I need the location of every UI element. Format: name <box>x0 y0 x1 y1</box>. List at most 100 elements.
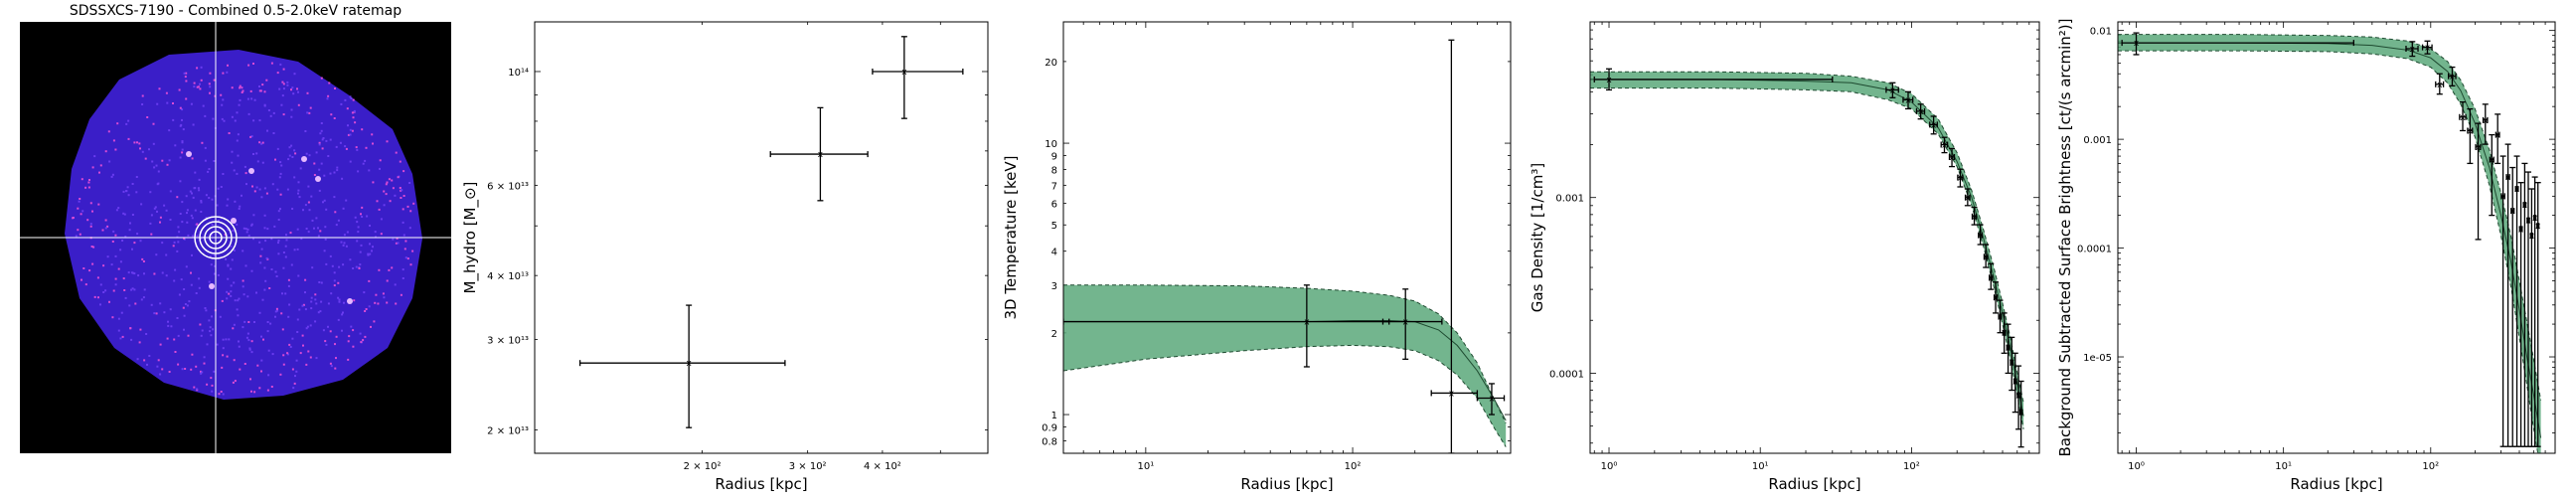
photon-speckle <box>404 256 407 259</box>
photon-speckle <box>114 254 117 257</box>
photon-speckle <box>177 226 180 229</box>
point-marker: x <box>1918 107 1924 117</box>
photon-speckle <box>305 363 308 366</box>
point-marker: x <box>1949 153 1955 163</box>
photon-speckle <box>253 190 256 193</box>
photon-speckle <box>172 118 175 121</box>
photon-speckle <box>279 193 282 196</box>
photon-speckle <box>376 200 379 203</box>
photon-speckle <box>400 189 402 192</box>
photon-speckle <box>133 141 136 144</box>
photon-speckle <box>186 304 189 307</box>
photon-speckle <box>127 119 130 122</box>
photon-speckle <box>93 295 96 298</box>
photon-speckle <box>277 242 279 245</box>
photon-speckle <box>309 106 312 109</box>
photon-speckle <box>371 250 373 252</box>
y-tick-label: 6 × 10¹³ <box>487 181 529 192</box>
photon-speckle <box>239 84 242 87</box>
photon-speckle <box>242 285 244 288</box>
photon-speckle <box>225 257 228 260</box>
x-axis-label: Radius [kpc] <box>2290 475 2382 493</box>
y-tick-label: 3 <box>1051 281 1057 292</box>
photon-speckle <box>253 98 256 101</box>
photon-speckle <box>183 328 185 331</box>
photon-speckle <box>383 204 386 207</box>
photon-speckle <box>343 301 345 304</box>
photon-speckle <box>156 365 159 368</box>
point-marker: x <box>1965 194 1971 204</box>
data-point: x <box>2405 41 2419 58</box>
photon-speckle <box>200 200 203 202</box>
photon-speckle <box>263 103 266 106</box>
photon-speckle <box>179 180 182 183</box>
photon-speckle <box>203 362 206 365</box>
photon-speckle <box>226 71 229 74</box>
photon-speckle <box>364 335 367 338</box>
photon-speckle <box>114 148 117 151</box>
photon-speckle <box>148 148 150 151</box>
model-lower-bound <box>1063 344 1507 447</box>
photon-speckle <box>305 152 308 155</box>
photon-speckle <box>177 334 180 337</box>
photon-speckle <box>399 187 402 189</box>
photon-speckle <box>149 191 152 194</box>
photon-speckle <box>305 228 308 230</box>
photon-speckle <box>141 257 144 260</box>
y-tick-label: 0.0001 <box>2077 245 2112 255</box>
photon-speckle <box>383 296 386 299</box>
photon-speckle <box>211 198 214 201</box>
point-source <box>347 298 353 304</box>
data-point: x <box>2459 100 2467 132</box>
photon-speckle <box>327 94 330 97</box>
photon-speckle <box>136 233 139 236</box>
photon-speckle <box>302 303 305 306</box>
photon-speckle <box>307 350 310 353</box>
photon-speckle <box>213 79 216 82</box>
photon-speckle <box>208 168 211 170</box>
photon-speckle <box>402 170 405 173</box>
photon-speckle <box>141 150 144 153</box>
photon-speckle <box>294 375 296 378</box>
photon-speckle <box>258 141 261 144</box>
point-source <box>186 151 192 157</box>
photon-speckle <box>399 160 402 163</box>
photon-speckle <box>350 97 353 99</box>
photon-speckle <box>172 245 175 248</box>
data-point: x <box>1929 115 1938 135</box>
photon-speckle <box>179 213 182 215</box>
photon-speckle <box>349 133 352 136</box>
photon-speckle <box>349 95 352 98</box>
photon-speckle <box>277 210 280 213</box>
photon-speckle <box>253 321 255 323</box>
photon-speckle <box>179 106 182 109</box>
photon-speckle <box>314 320 317 323</box>
photon-speckle <box>176 196 179 199</box>
photon-speckle <box>261 84 264 86</box>
photon-speckle <box>347 133 350 136</box>
photon-speckle <box>183 237 186 240</box>
photon-speckle <box>237 133 240 136</box>
photon-speckle <box>153 166 156 169</box>
photon-speckle <box>252 238 254 241</box>
data-point: x <box>1063 284 1390 368</box>
photon-speckle <box>77 207 80 210</box>
photon-speckle <box>279 208 281 211</box>
data-point: x <box>2504 143 2511 447</box>
photon-speckle <box>317 227 319 230</box>
photon-speckle <box>333 171 336 174</box>
photon-speckle <box>141 94 144 97</box>
photon-speckle <box>88 179 90 181</box>
point-marker: x <box>1403 318 1409 328</box>
photon-speckle <box>209 72 212 75</box>
photon-speckle <box>338 298 341 301</box>
photon-speckle <box>402 195 405 197</box>
photon-speckle <box>169 190 172 193</box>
ratemap-cluster-emission <box>65 50 422 400</box>
y-tick-label: 0.01 <box>2090 27 2112 38</box>
photon-speckle <box>310 300 313 303</box>
photon-speckle <box>222 354 225 357</box>
photon-speckle <box>388 178 391 181</box>
photon-speckle <box>197 85 200 88</box>
